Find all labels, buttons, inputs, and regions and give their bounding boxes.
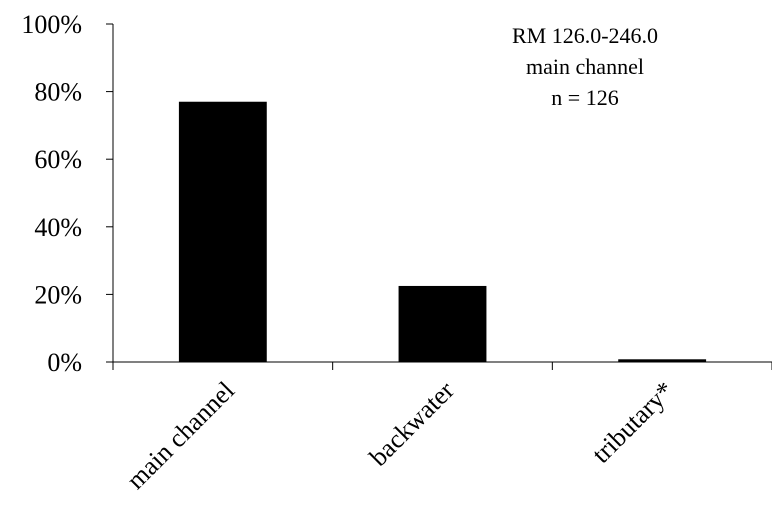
annotation-line: main channel (526, 54, 644, 79)
bar-main-channel (178, 101, 267, 363)
chart-annotation: RM 126.0-246.0 main channel n = 126 (512, 23, 658, 110)
y-axis: 0% 20% 40% 60% 80% 100% (21, 10, 114, 377)
bar-tributary (618, 359, 707, 362)
bar-backwater (398, 285, 487, 362)
x-category-label: main channel (121, 376, 240, 495)
bars-group (178, 101, 707, 363)
annotation-line: n = 126 (551, 85, 618, 110)
y-tick-label: 0% (47, 348, 82, 377)
y-tick-label: 80% (34, 78, 82, 107)
y-tick-label: 100% (21, 10, 82, 39)
y-tick-label: 20% (34, 280, 82, 309)
y-tick-label: 40% (34, 213, 82, 242)
x-category-label: backwater (364, 376, 460, 472)
annotation-line: RM 126.0-246.0 (512, 23, 658, 48)
x-category-label: tributary* (586, 376, 679, 469)
y-tick-label: 60% (34, 145, 82, 174)
x-axis: main channel backwater tributary* (112, 361, 772, 495)
